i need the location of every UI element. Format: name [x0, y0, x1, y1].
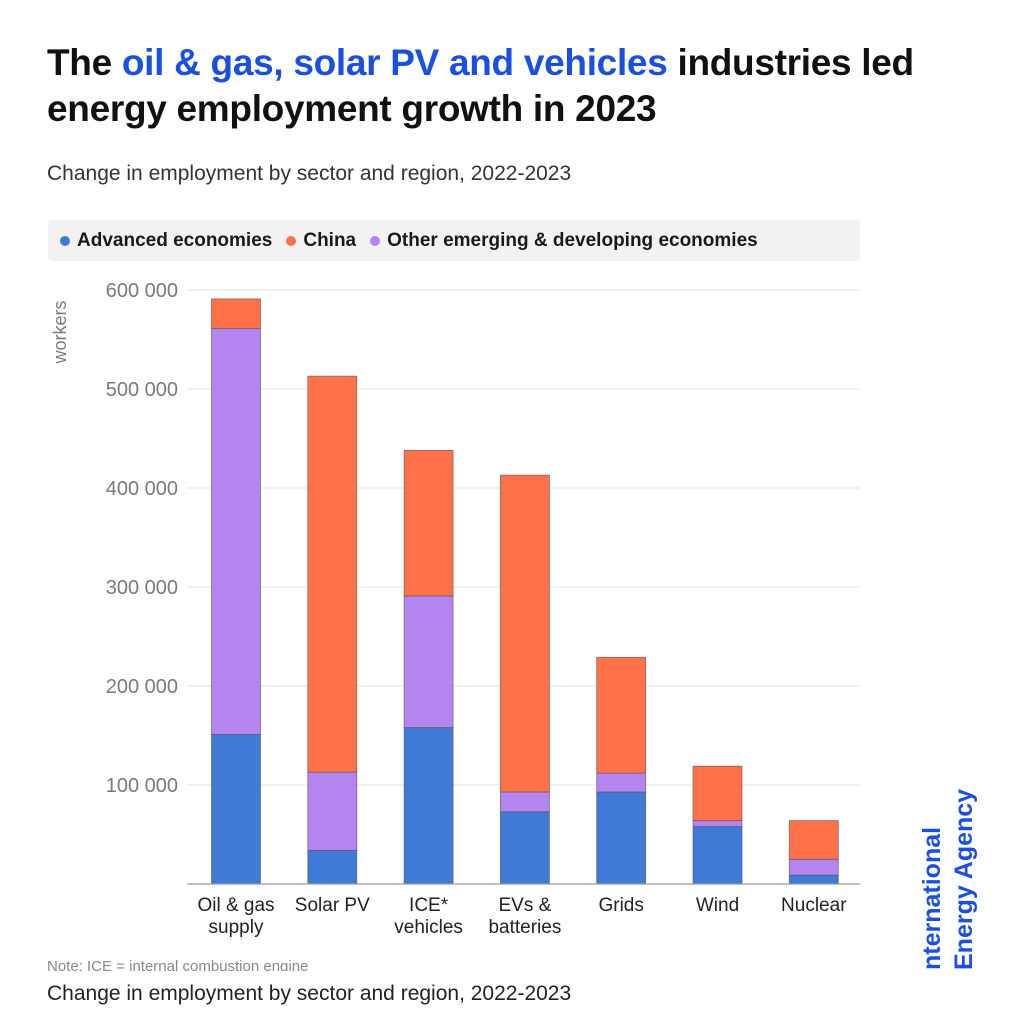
bar-segment	[788, 858, 839, 876]
bar-segment	[499, 474, 550, 793]
y-tick-label: 300 000	[106, 577, 178, 599]
x-tick-label: Grids	[598, 895, 643, 916]
chart-subtitle: Change in employment by sector and regio…	[47, 162, 572, 185]
footnote: Note: ICE = internal combustion engine	[47, 958, 309, 971]
y-tick-label: 600 000	[106, 280, 178, 302]
y-tick-label: 500 000	[106, 379, 178, 401]
iea-logo: nternational Energy Agency	[918, 775, 998, 975]
x-tick-label: ICE*	[409, 895, 449, 916]
title-suffix: industries led energy employment growth …	[47, 42, 914, 129]
x-tick-label: Oil & gas	[197, 895, 274, 916]
y-tick-label: 100 000	[106, 775, 178, 797]
bar-segment	[499, 811, 550, 885]
x-tick-label: batteries	[488, 917, 561, 938]
bar-segment	[499, 791, 550, 813]
bar-segment	[596, 656, 647, 774]
title-prefix: The	[47, 42, 122, 83]
logo-line-2: Energy Agency	[950, 788, 978, 970]
legend-label: Advanced economies	[77, 229, 273, 251]
x-tick-label: vehicles	[394, 917, 463, 938]
bar-segment	[788, 874, 839, 885]
bar-segment	[403, 595, 454, 728]
bar-segment	[692, 826, 743, 885]
bar-segment	[307, 771, 358, 851]
x-tick-label: Nuclear	[781, 895, 847, 916]
x-tick-label: Solar PV	[295, 895, 370, 916]
legend-dot-advanced-icon	[60, 235, 70, 246]
bar-segment	[211, 298, 261, 330]
bar-segment	[403, 449, 454, 597]
bar-segment	[307, 849, 358, 885]
legend-dot-china-icon	[286, 235, 297, 246]
bar-segment	[403, 727, 454, 885]
y-tick-label: 200 000	[106, 676, 178, 698]
bar-segment	[307, 375, 358, 773]
bar-segment	[692, 820, 743, 827]
legend: Advanced economies China Other emerging …	[48, 220, 860, 261]
legend-label: China	[303, 229, 357, 251]
logo-line-1: nternational	[918, 826, 946, 970]
bar-segment	[596, 791, 647, 885]
stacked-bar-chart: 100 000 200 000 300 000 400 000 500 000 600 0…	[50, 280, 860, 938]
y-axis-label: workers	[50, 300, 70, 364]
x-tick-label: Wind	[696, 895, 739, 916]
bar-segment	[788, 820, 839, 860]
x-tick-label: EVs &	[498, 895, 551, 916]
legend-item-other[interactable]: Other emerging & developing economies	[370, 230, 758, 252]
caption: Change in employment by sector and regio…	[47, 982, 572, 1005]
y-tick-label: 400 000	[106, 478, 178, 500]
bar-segment	[211, 328, 261, 735]
legend-label: Other emerging & developing economies	[387, 229, 758, 251]
legend-item-advanced[interactable]: Advanced economies	[60, 230, 272, 252]
x-tick-label: supply	[209, 917, 264, 938]
legend-item-china[interactable]: China	[286, 230, 356, 252]
legend-dot-other-icon	[370, 235, 381, 246]
title-highlight: oil & gas, solar PV and vehicles	[121, 42, 668, 83]
bar-segment	[211, 734, 261, 885]
bar-segment	[692, 765, 743, 822]
chart-title: The oil & gas, solar PV and vehicles ind…	[47, 40, 987, 132]
bar-segment	[596, 772, 647, 793]
